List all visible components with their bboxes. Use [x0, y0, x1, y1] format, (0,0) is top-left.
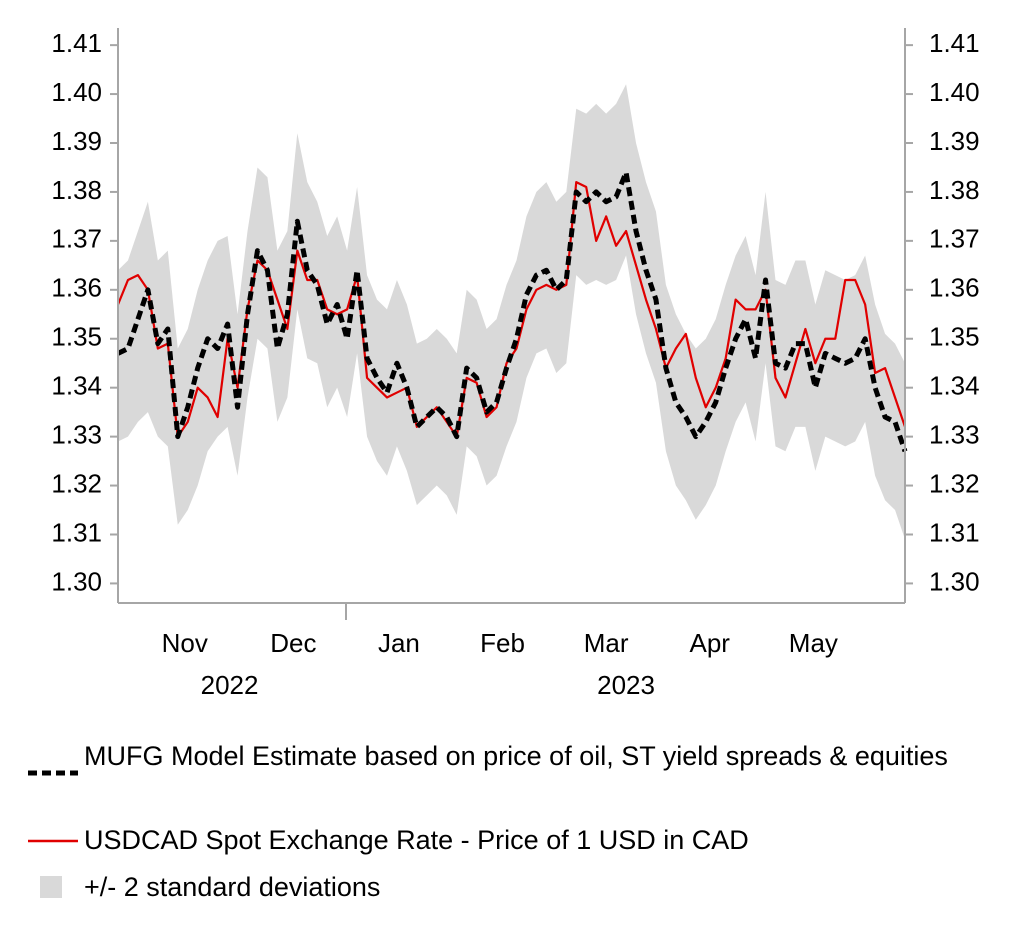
- y2-tick-label: 1.33: [929, 419, 980, 449]
- y-tick-label: 1.34: [51, 371, 102, 401]
- y-tick-label: 1.30: [51, 566, 102, 596]
- x-tick-label: Apr: [690, 628, 731, 658]
- plot-area: [116, 84, 908, 540]
- year-label: 2022: [201, 670, 259, 700]
- y-tick-label: 1.33: [51, 419, 102, 449]
- y2-tick-label: 1.32: [929, 468, 980, 498]
- y2-tick-label: 1.31: [929, 517, 980, 547]
- y2-tick-label: 1.30: [929, 566, 980, 596]
- y-tick-label: 1.41: [51, 28, 102, 58]
- x-tick-label: Feb: [480, 628, 525, 658]
- x-tick-label: Nov: [162, 628, 208, 658]
- y2-tick-label: 1.37: [929, 224, 980, 254]
- y2-tick-label: 1.34: [929, 371, 980, 401]
- x-tick-label: Dec: [270, 628, 316, 658]
- y-tick-label: 1.32: [51, 468, 102, 498]
- y-tick-label: 1.39: [51, 126, 102, 156]
- y2-tick-label: 1.40: [929, 77, 980, 107]
- model-line: [116, 169, 908, 453]
- legend-marker-band: [40, 876, 62, 898]
- y2-tick-label: 1.41: [929, 28, 980, 58]
- x-tick-label: Jan: [378, 628, 420, 658]
- x-tick-label: May: [789, 628, 838, 658]
- y2-tick-label: 1.35: [929, 322, 980, 352]
- y2-tick-label: 1.38: [929, 175, 980, 205]
- year-label: 2023: [597, 670, 655, 700]
- x-tick-label: Mar: [584, 628, 629, 658]
- legend-spot: USDCAD Spot Exchange Rate - Price of 1 U…: [84, 825, 749, 855]
- legend-band: +/- 2 standard deviations: [84, 872, 381, 902]
- y-tick-label: 1.31: [51, 517, 102, 547]
- y2-tick-label: 1.36: [929, 273, 980, 303]
- legend-model: MUFG Model Estimate based on price of oi…: [84, 741, 948, 771]
- y-tick-label: 1.37: [51, 224, 102, 254]
- std-band: [118, 84, 905, 540]
- y-tick-label: 1.35: [51, 322, 102, 352]
- y-tick-label: 1.40: [51, 77, 102, 107]
- y-tick-label: 1.38: [51, 175, 102, 205]
- y2-tick-label: 1.39: [929, 126, 980, 156]
- y-tick-label: 1.36: [51, 273, 102, 303]
